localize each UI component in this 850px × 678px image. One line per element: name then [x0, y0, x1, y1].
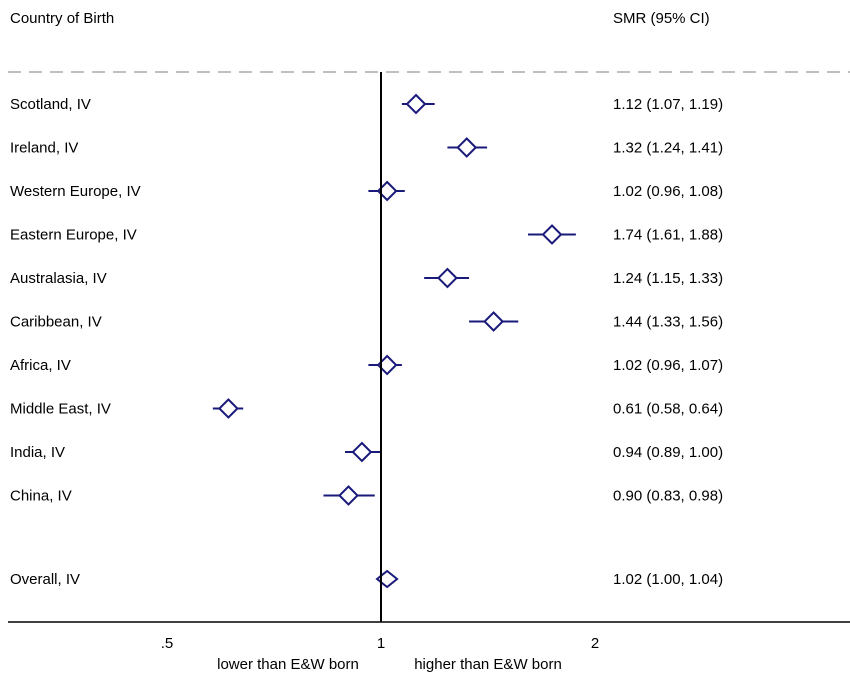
row-7-point-marker	[217, 398, 239, 419]
row-7: Middle East, IV 0.61 (0.58, 0.64)	[10, 398, 723, 419]
overall-row: Overall, IV 1.02 (1.00, 1.04)	[10, 569, 723, 589]
overall-estimate-text: 1.02 (1.00, 1.04)	[613, 571, 723, 588]
row-6-label: Africa, IV	[10, 357, 71, 374]
overall-summary-diamond	[375, 569, 399, 589]
row-8-estimate-text: 0.94 (0.89, 1.00)	[613, 444, 723, 461]
row-1-label: Ireland, IV	[10, 140, 78, 157]
row-1: Ireland, IV 1.32 (1.24, 1.41)	[10, 137, 723, 158]
row-2: Western Europe, IV 1.02 (0.96, 1.08)	[10, 180, 723, 202]
row-4: Australasia, IV 1.24 (1.15, 1.33)	[10, 267, 723, 289]
row-4-estimate-text: 1.24 (1.15, 1.33)	[613, 270, 723, 287]
axis-note-lower: lower than E&W born	[217, 656, 359, 673]
row-9-estimate-text: 0.90 (0.83, 0.98)	[613, 488, 723, 505]
row-5: Caribbean, IV 1.44 (1.33, 1.56)	[10, 311, 723, 332]
header-smr-ci: SMR (95% CI)	[613, 10, 710, 27]
row-3-point-marker	[541, 224, 563, 245]
row-4-point-marker	[436, 267, 458, 289]
x-tick-label: 2	[591, 635, 599, 652]
x-tick-label: .5	[161, 635, 174, 652]
row-2-estimate-text: 1.02 (0.96, 1.08)	[613, 183, 723, 200]
forest-rows: Scotland, IV 1.12 (1.07, 1.19) Ireland, IV…	[10, 93, 723, 506]
row-8-label: India, IV	[10, 444, 65, 461]
overall: Overall, IV 1.02 (1.00, 1.04)	[10, 569, 723, 589]
header-country-of-birth: Country of Birth	[10, 10, 114, 27]
row-2-label: Western Europe, IV	[10, 183, 141, 200]
row-1-point-marker	[456, 137, 478, 158]
row-5-label: Caribbean, IV	[10, 314, 102, 331]
row-0-estimate-text: 1.12 (1.07, 1.19)	[613, 96, 723, 113]
row-9-label: China, IV	[10, 488, 72, 505]
row-3-estimate-text: 1.74 (1.61, 1.88)	[613, 227, 723, 244]
row-5-estimate-text: 1.44 (1.33, 1.56)	[613, 314, 723, 331]
row-3-label: Eastern Europe, IV	[10, 227, 137, 244]
row-6-estimate-text: 1.02 (0.96, 1.07)	[613, 357, 723, 374]
row-0-point-marker	[405, 93, 427, 115]
row-8-point-marker	[351, 441, 373, 463]
row-9-point-marker	[338, 485, 359, 506]
row-3: Eastern Europe, IV 1.74 (1.61, 1.88)	[10, 224, 723, 245]
x-tick-label: 1	[377, 635, 385, 652]
row-7-label: Middle East, IV	[10, 401, 111, 418]
row-8: India, IV 0.94 (0.89, 1.00)	[10, 441, 723, 463]
row-5-point-marker	[483, 311, 504, 332]
overall-label: Overall, IV	[10, 571, 80, 588]
row-0-label: Scotland, IV	[10, 96, 91, 113]
row-0: Scotland, IV 1.12 (1.07, 1.19)	[10, 93, 723, 115]
x-axis-ticks: .5 1 2	[161, 635, 599, 652]
row-7-estimate-text: 0.61 (0.58, 0.64)	[613, 401, 723, 418]
row-1-estimate-text: 1.32 (1.24, 1.41)	[613, 140, 723, 157]
row-6: Africa, IV 1.02 (0.96, 1.07)	[10, 354, 723, 376]
axis-note-higher: higher than E&W born	[414, 656, 562, 673]
row-9: China, IV 0.90 (0.83, 0.98)	[10, 485, 723, 506]
row-4-label: Australasia, IV	[10, 270, 107, 287]
